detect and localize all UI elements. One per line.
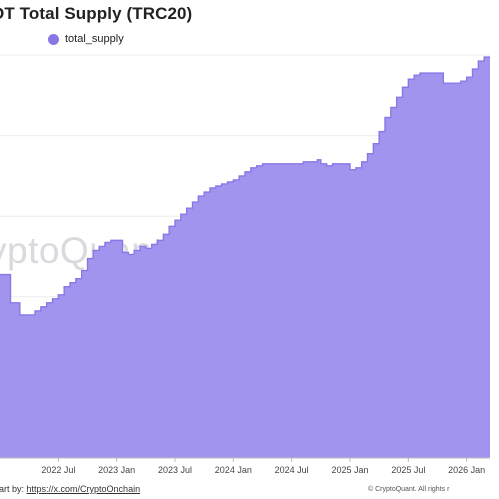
legend-label: total_supply [65,33,124,45]
x-tick-label: 2024 Jul [275,465,309,475]
footer-credit-prefix: hart by: [0,484,25,494]
chart-title: DT Total Supply (TRC20) [0,4,193,23]
x-tick-label: 2022 Jul [41,465,75,475]
x-tick-label: 2025 Jan [331,465,368,475]
x-tick-label: 2023 Jul [158,465,192,475]
footer-credit: hart by: https://x.com/CryptoOnchain [0,484,140,494]
footer-credit-link[interactable]: https://x.com/CryptoOnchain [26,484,141,494]
legend[interactable]: total_supply [48,33,124,45]
x-tick-label: 2025 Jul [391,465,425,475]
x-axis: 2022 Jul 2023 Jan 2023 Jul 2024 Jan 2024 Jul… [41,458,485,475]
x-tick-label: 2024 Jan [215,465,252,475]
legend-marker-icon [48,33,59,45]
x-tick-label: 2023 Jan [98,465,135,475]
x-tick-label: 2026 Jan [448,465,485,475]
supply-line [0,56,490,316]
footer-copyright: © CryptoQuant. All rights r [368,486,450,493]
supply-area [0,57,490,458]
